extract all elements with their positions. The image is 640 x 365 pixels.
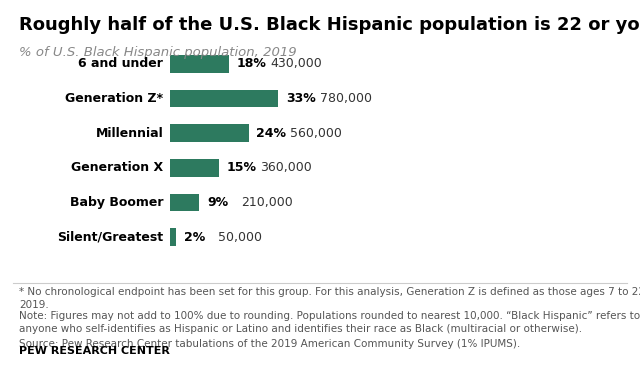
Text: Baby Boomer: Baby Boomer <box>70 196 163 209</box>
Text: 15%: 15% <box>227 161 257 174</box>
Text: 33%: 33% <box>286 92 316 105</box>
Text: 210,000: 210,000 <box>241 196 292 209</box>
Text: 360,000: 360,000 <box>260 161 312 174</box>
Text: 560,000: 560,000 <box>290 127 342 140</box>
Text: 2%: 2% <box>184 231 205 244</box>
Text: Silent/Greatest: Silent/Greatest <box>57 231 163 244</box>
Text: Note: Figures may not add to 100% due to rounding. Populations rounded to neares: Note: Figures may not add to 100% due to… <box>19 311 640 334</box>
FancyBboxPatch shape <box>170 90 278 107</box>
FancyBboxPatch shape <box>170 124 248 142</box>
Text: Generation X: Generation X <box>71 161 163 174</box>
Text: Source: Pew Research Center tabulations of the 2019 American Community Survey (1: Source: Pew Research Center tabulations … <box>19 339 520 349</box>
FancyBboxPatch shape <box>170 228 176 246</box>
Text: 9%: 9% <box>207 196 228 209</box>
Text: 24%: 24% <box>256 127 286 140</box>
Text: 18%: 18% <box>237 57 266 70</box>
FancyBboxPatch shape <box>170 159 219 177</box>
FancyBboxPatch shape <box>170 194 199 211</box>
Text: Generation Z*: Generation Z* <box>65 92 163 105</box>
Text: Millennial: Millennial <box>95 127 163 140</box>
Text: Roughly half of the U.S. Black Hispanic population is 22 or younger: Roughly half of the U.S. Black Hispanic … <box>19 16 640 34</box>
Text: PEW RESEARCH CENTER: PEW RESEARCH CENTER <box>19 346 170 356</box>
Text: % of U.S. Black Hispanic population, 2019: % of U.S. Black Hispanic population, 201… <box>19 46 297 59</box>
Text: 780,000: 780,000 <box>320 92 372 105</box>
Text: 430,000: 430,000 <box>271 57 322 70</box>
Text: * No chronological endpoint has been set for this group. For this analysis, Gene: * No chronological endpoint has been set… <box>19 287 640 310</box>
FancyBboxPatch shape <box>170 55 229 73</box>
Text: 6 and under: 6 and under <box>78 57 163 70</box>
Text: 50,000: 50,000 <box>218 231 262 244</box>
